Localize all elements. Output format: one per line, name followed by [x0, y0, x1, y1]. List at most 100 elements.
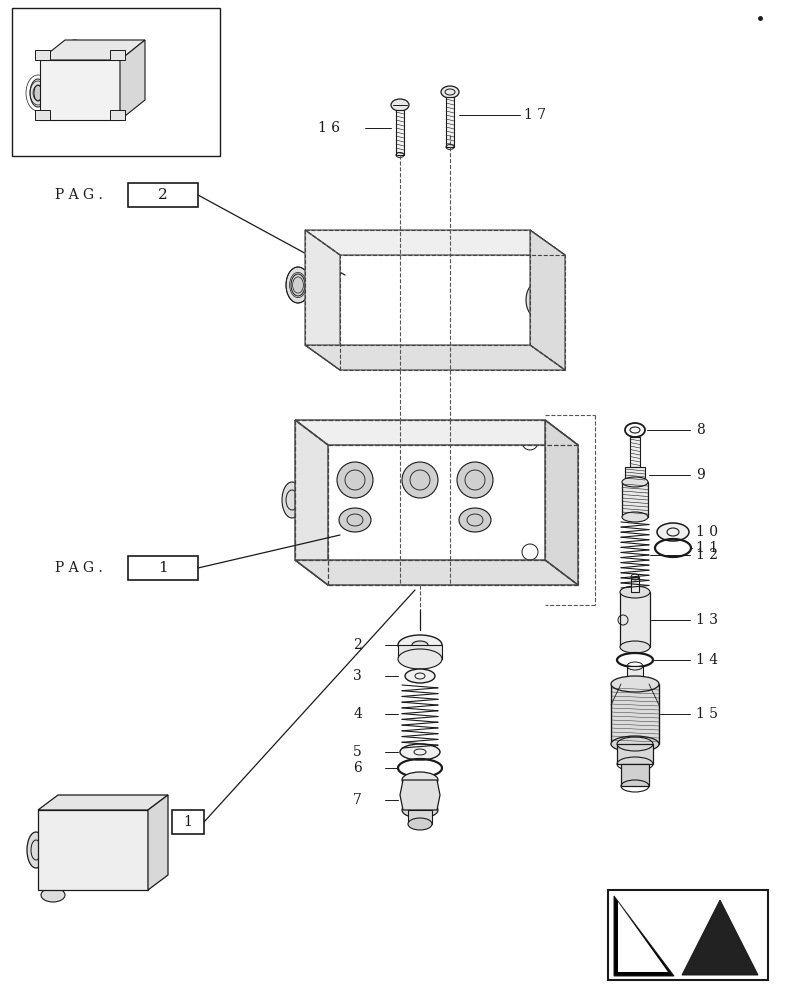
Text: 1 5: 1 5: [696, 707, 718, 721]
Ellipse shape: [611, 676, 659, 692]
Ellipse shape: [526, 282, 550, 318]
Polygon shape: [530, 230, 565, 370]
Ellipse shape: [98, 42, 112, 52]
Ellipse shape: [391, 99, 409, 111]
Bar: [396, 110, 404, 155]
Bar: [128, 556, 198, 580]
Text: 1 6: 1 6: [318, 121, 340, 135]
Polygon shape: [305, 345, 565, 370]
Ellipse shape: [286, 267, 310, 303]
Ellipse shape: [402, 772, 438, 788]
Ellipse shape: [457, 462, 493, 498]
Polygon shape: [545, 420, 578, 585]
Text: 1 1: 1 1: [696, 541, 718, 555]
Polygon shape: [148, 795, 168, 890]
Bar: [630, 437, 640, 467]
Bar: [398, 645, 442, 659]
Ellipse shape: [421, 236, 439, 248]
Bar: [12, 8, 220, 156]
Bar: [128, 183, 198, 207]
Polygon shape: [35, 110, 50, 120]
Polygon shape: [40, 60, 120, 120]
Ellipse shape: [398, 635, 442, 655]
Ellipse shape: [516, 422, 544, 438]
Text: 8: 8: [696, 423, 704, 437]
Ellipse shape: [361, 236, 379, 248]
Ellipse shape: [620, 586, 650, 598]
Text: 9: 9: [696, 468, 704, 482]
Ellipse shape: [282, 482, 302, 518]
Ellipse shape: [459, 508, 491, 532]
Text: 1 0: 1 0: [696, 525, 718, 539]
Ellipse shape: [402, 802, 438, 818]
Polygon shape: [120, 40, 145, 120]
Polygon shape: [305, 230, 565, 255]
Text: 1: 1: [158, 561, 168, 575]
Text: 1: 1: [184, 815, 192, 829]
Text: P A G .: P A G .: [55, 561, 102, 575]
Ellipse shape: [531, 289, 545, 311]
Ellipse shape: [337, 462, 373, 498]
Polygon shape: [614, 896, 674, 976]
Text: 2: 2: [353, 638, 362, 652]
Ellipse shape: [461, 422, 489, 438]
Ellipse shape: [622, 477, 648, 487]
Bar: [631, 577, 639, 592]
Text: 3: 3: [353, 669, 362, 683]
Polygon shape: [110, 110, 125, 120]
Ellipse shape: [128, 69, 142, 91]
Ellipse shape: [412, 641, 428, 649]
Polygon shape: [305, 230, 340, 370]
Text: 1 7: 1 7: [524, 108, 546, 122]
Polygon shape: [295, 560, 578, 585]
Bar: [172, 810, 204, 834]
Bar: [627, 666, 643, 684]
Bar: [625, 467, 645, 482]
Bar: [408, 810, 432, 824]
Ellipse shape: [398, 649, 442, 669]
Ellipse shape: [27, 832, 45, 868]
Polygon shape: [295, 420, 328, 585]
Polygon shape: [35, 50, 50, 60]
Text: 7: 7: [353, 793, 362, 807]
Ellipse shape: [406, 422, 434, 438]
Text: P A G .: P A G .: [55, 188, 102, 202]
Ellipse shape: [405, 669, 435, 683]
Ellipse shape: [408, 818, 432, 830]
Ellipse shape: [41, 888, 65, 902]
Polygon shape: [295, 420, 578, 445]
Bar: [621, 764, 649, 786]
Text: 2: 2: [158, 188, 168, 202]
Bar: [446, 97, 454, 147]
Ellipse shape: [402, 462, 438, 498]
Bar: [620, 592, 650, 647]
Bar: [608, 890, 768, 980]
Polygon shape: [682, 900, 758, 975]
Ellipse shape: [34, 85, 42, 101]
Text: 1 3: 1 3: [696, 613, 718, 627]
Text: 6: 6: [353, 761, 362, 775]
Bar: [617, 744, 653, 764]
Polygon shape: [110, 50, 125, 60]
Ellipse shape: [622, 512, 648, 522]
Polygon shape: [618, 902, 668, 972]
Polygon shape: [40, 40, 145, 60]
Ellipse shape: [291, 274, 305, 296]
Text: 1 4: 1 4: [696, 653, 718, 667]
Ellipse shape: [30, 79, 46, 107]
Text: 1 2: 1 2: [696, 548, 718, 562]
Ellipse shape: [339, 508, 371, 532]
Ellipse shape: [441, 86, 459, 98]
Ellipse shape: [657, 523, 689, 541]
Ellipse shape: [351, 422, 379, 438]
Bar: [58, 87, 96, 109]
Bar: [611, 684, 659, 744]
Polygon shape: [38, 795, 168, 810]
Ellipse shape: [620, 641, 650, 653]
Ellipse shape: [67, 40, 83, 50]
Ellipse shape: [481, 236, 499, 248]
Ellipse shape: [131, 73, 139, 87]
Ellipse shape: [400, 744, 440, 760]
Bar: [622, 482, 648, 517]
Polygon shape: [38, 810, 148, 890]
